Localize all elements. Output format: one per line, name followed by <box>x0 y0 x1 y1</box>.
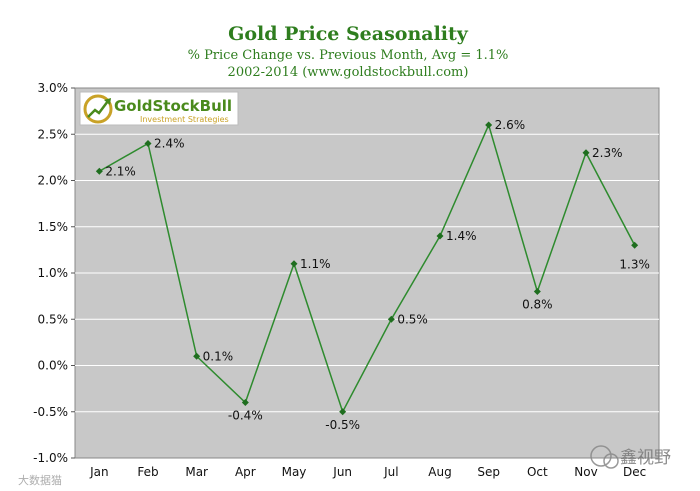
data-labels: 2.1% 2.4% 0.1% -0.4% 1.1% -0.5% 0.5% 1.4% 2.6% 0.… <box>105 118 650 432</box>
gridlines <box>75 133 659 413</box>
x-tick-label-jul: Jul <box>383 465 398 479</box>
y-tick-label: -0.5% <box>33 405 68 419</box>
data-point-oct <box>533 288 541 295</box>
x-tick-label-jan: Jan <box>89 465 109 479</box>
data-point-dec <box>631 241 639 249</box>
x-tick-label-apr: Apr <box>235 465 256 479</box>
y-tick-label: 2.5% <box>38 127 69 141</box>
series-line <box>98 122 636 414</box>
chart-subtitle-period: 2002-2014 (www.goldstockbull.com) <box>228 65 469 80</box>
y-tick-label: 1.5% <box>38 220 69 234</box>
data-point-jun <box>339 408 347 416</box>
data-label-oct: 0.8% <box>522 298 553 312</box>
x-tick-label-mar: Mar <box>185 465 208 479</box>
x-tick-label-feb: Feb <box>137 465 158 479</box>
data-point-may <box>290 260 298 268</box>
data-point-nov <box>582 149 590 157</box>
data-label-sep: 2.6% <box>495 118 525 132</box>
y-tick-label: 0.5% <box>38 312 69 326</box>
chart-subtitle: % Price Change vs. Previous Month, Avg =… <box>188 48 509 63</box>
y-tick-label: 3.0% <box>38 81 69 95</box>
data-label-mar: 0.1% <box>203 349 234 363</box>
data-label-jul: 0.5% <box>397 312 428 326</box>
data-label-may: 1.1% <box>300 257 331 271</box>
data-point-mar <box>193 352 201 360</box>
y-tick-label: 0.0% <box>38 359 69 373</box>
data-point-jul <box>387 315 395 323</box>
goldstockbull-logo: GoldStockBull Investment Strategies <box>79 91 239 126</box>
watermark-right: 鑫视野 <box>590 445 671 469</box>
data-label-jun: -0.5% <box>325 418 360 432</box>
logo-brand: GoldStockBull <box>114 97 232 115</box>
x-tick-label-nov: Nov <box>574 465 597 479</box>
x-tick-label-jun: Jun <box>332 465 352 479</box>
data-point-aug <box>436 232 444 240</box>
data-point-sep <box>485 121 493 129</box>
data-label-feb: 2.4% <box>154 137 185 151</box>
chart-title: Gold Price Seasonality <box>228 23 469 45</box>
data-label-jan: 2.1% <box>105 164 136 178</box>
watermark-left: 大数据猫 <box>18 473 62 487</box>
y-tick-label: 2.0% <box>38 174 69 188</box>
data-label-apr: -0.4% <box>228 409 263 423</box>
y-tick-label: -1.0% <box>33 451 68 465</box>
wechat-icon <box>590 445 612 467</box>
data-label-aug: 1.4% <box>446 229 477 243</box>
series-gold-monthly-change <box>95 121 639 416</box>
x-tick-label-sep: Sep <box>477 465 500 479</box>
x-axis-ticks: Jan Feb Mar Apr May Jun Jul Aug Sep Oct Nov Dec <box>89 465 646 479</box>
x-tick-label-aug: Aug <box>428 465 451 479</box>
x-tick-label-may: May <box>282 465 307 479</box>
x-tick-label-oct: Oct <box>527 465 548 479</box>
logo-tagline: Investment Strategies <box>140 115 229 124</box>
data-point-jan <box>95 167 103 175</box>
x-tick-label-dec: Dec <box>623 465 646 479</box>
y-axis-ticks: -1.0% -0.5% 0.0% 0.5% 1.0% 1.5% 2.0% 2.5% 3.0% <box>33 81 75 465</box>
data-label-dec: 1.3% <box>619 257 650 271</box>
chart-arrow-coin-icon <box>83 94 113 124</box>
data-point-apr <box>241 399 249 406</box>
data-point-feb <box>144 140 152 147</box>
watermark-right-text: 鑫视野 <box>620 448 671 468</box>
data-label-nov: 2.3% <box>592 146 623 160</box>
y-tick-label: 1.0% <box>38 266 69 280</box>
